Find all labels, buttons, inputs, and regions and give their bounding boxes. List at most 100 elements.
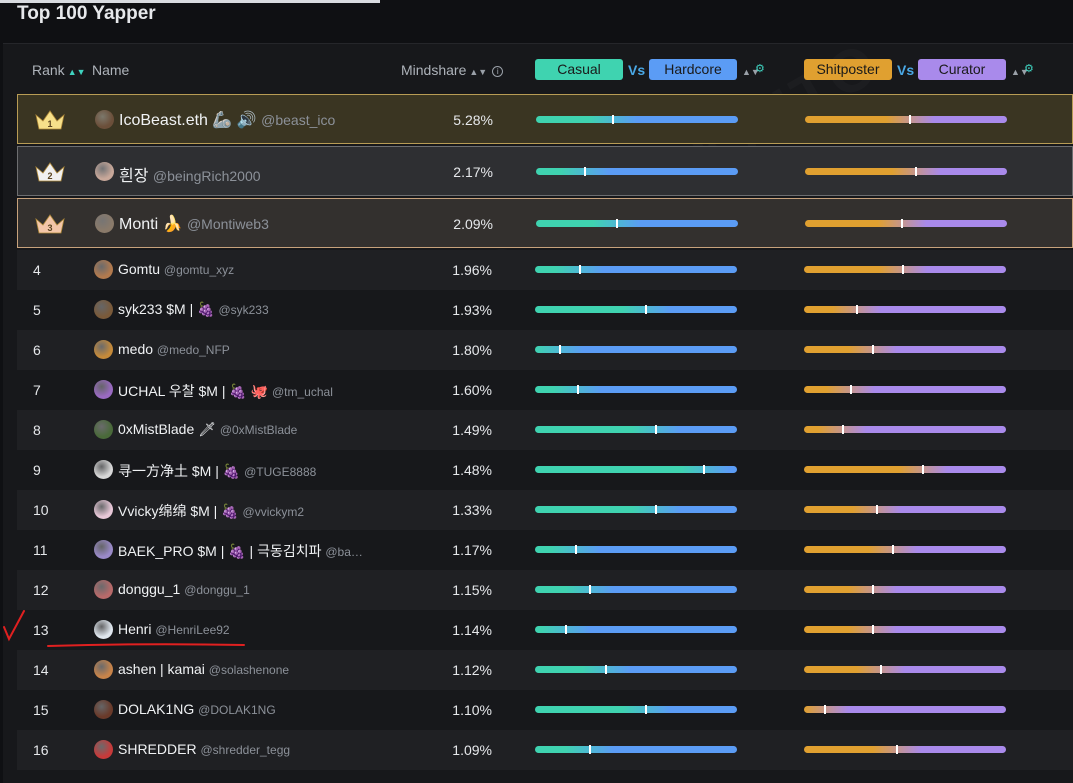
rank-number: 9 [33,462,41,478]
user-name[interactable]: Monti 🍌 @Montiweb3 [119,214,269,234]
rank-header[interactable]: Rank ▲▼ [32,62,86,78]
display-name[interactable]: SHREDDER [118,741,197,757]
avatar[interactable] [94,500,113,519]
user-name[interactable]: medo @medo_NFP [118,341,230,357]
gear-icon[interactable]: ⚙ [755,63,765,75]
bar-marker [703,465,705,474]
table-row[interactable]: 4 Gomtu @gomtu_xyz 1.96% [17,250,1073,290]
avatar[interactable] [94,740,113,759]
user-handle[interactable]: @medo_NFP [156,343,230,357]
user-name[interactable]: 흰장 @beingRich2000 [119,162,261,186]
display-name[interactable]: Henri [118,621,152,637]
avatar[interactable] [95,214,114,233]
user-name[interactable]: 寻一方净土 $M | 🍇 @TUGE8888 [118,461,316,481]
table-row[interactable]: 2 흰장 @beingRich2000 2.17% [17,146,1073,196]
bar-marker [612,115,614,124]
user-name[interactable]: UCHAL 우찰 $M | 🍇 🐙 @tm_uchal [118,381,333,401]
mindshare-header[interactable]: Mindshare ▲▼ i [401,62,504,78]
avatar[interactable] [94,660,113,679]
display-name[interactable]: medo [118,341,154,357]
sort-icon[interactable]: ▲▼ [469,67,488,77]
avatar[interactable] [94,340,113,359]
display-name[interactable]: ashen | kamai [118,661,205,677]
table-row[interactable]: 5 syk233 $M | 🍇 @syk233 1.93% [17,290,1073,330]
shitposter-curator-bar [804,545,1006,554]
user-handle[interactable]: @Montiweb3 [186,216,269,232]
display-name[interactable]: IcoBeast.eth 🦾 🔊 [119,112,257,129]
avatar[interactable] [94,580,113,599]
user-name[interactable]: 0xMistBlade 🗡 @0xMistBlade [118,421,297,438]
gear-icon[interactable]: ⚙ [1024,63,1034,75]
mindshare-value: 1.09% [452,742,492,758]
user-handle[interactable]: @TUGE8888 [244,465,317,479]
table-row[interactable]: 6 medo @medo_NFP 1.80% [17,330,1073,370]
avatar[interactable] [94,380,113,399]
shitposter-pill[interactable]: Shitposter [804,59,892,80]
user-handle[interactable]: @beingRich2000 [152,168,261,184]
display-name[interactable]: 寻一方净土 $M | 🍇 [118,463,241,479]
user-handle[interactable]: @syk233 [218,303,269,317]
table-row[interactable]: 16 SHREDDER @shredder_tegg 1.09% [17,730,1073,770]
avatar[interactable] [94,540,113,559]
user-handle[interactable]: @vvickym2 [242,505,305,519]
display-name[interactable]: Monti 🍌 [119,216,183,233]
table-row[interactable]: 15 DOLAK1NG @DOLAK1NG 1.10% [17,690,1073,730]
user-handle[interactable]: @beast_ico [261,112,336,128]
avatar[interactable] [94,620,113,639]
user-handle[interactable]: @HenriLee92 [155,623,230,637]
table-row[interactable]: 10 Vvicky绵绵 $M | 🍇 @vvickym2 1.33% [17,490,1073,530]
user-handle[interactable]: @DOLAK1NG [198,703,276,717]
display-name[interactable]: donggu_1 [118,581,181,597]
user-name[interactable]: BAEK_PRO $M | 🍇 | 극동김치파 @ba… [118,541,363,561]
avatar[interactable] [94,300,113,319]
sort-icon[interactable]: ▲▼ [67,67,86,77]
display-name[interactable]: Gomtu [118,261,161,277]
table-row[interactable]: 12 donggu_1 @donggu_1 1.15% [17,570,1073,610]
user-name[interactable]: Gomtu @gomtu_xyz [118,261,234,277]
table-row[interactable]: 11 BAEK_PRO $M | 🍇 | 극동김치파 @ba… 1.17% [17,530,1073,570]
user-handle[interactable]: @shredder_tegg [200,743,291,757]
avatar[interactable] [95,162,114,181]
avatar[interactable] [94,460,113,479]
table-row[interactable]: 1 IcoBeast.eth 🦾 🔊 @beast_ico 5.28% [17,94,1073,144]
avatar[interactable] [95,110,114,129]
table-row[interactable]: 7 UCHAL 우찰 $M | 🍇 🐙 @tm_uchal 1.60% [17,370,1073,410]
hardcore-pill[interactable]: Hardcore [649,59,737,80]
shitposter-curator-bar [804,705,1006,714]
user-handle[interactable]: @gomtu_xyz [163,263,235,277]
table-row[interactable]: 14 ashen | kamai @solashenone 1.12% [17,650,1073,690]
display-name[interactable]: 흰장 [119,168,149,185]
table-row[interactable]: 13 Henri @HenriLee92 1.14% [17,610,1073,650]
shitposter-curator-bar [805,115,1007,124]
display-name[interactable]: syk233 $M | 🍇 [118,301,215,317]
table-row[interactable]: 3 Monti 🍌 @Montiweb3 2.09% [17,198,1073,248]
user-name[interactable]: ashen | kamai @solashenone [118,661,289,677]
user-name[interactable]: Vvicky绵绵 $M | 🍇 @vvickym2 [118,501,304,521]
user-handle[interactable]: @0xMistBlade [219,423,298,437]
user-handle[interactable]: @tm_uchal [271,385,333,399]
user-name[interactable]: DOLAK1NG @DOLAK1NG [118,701,276,717]
sort-icon[interactable]: ▲▼ [742,67,760,77]
casual-pill[interactable]: Casual [535,59,623,80]
info-icon[interactable]: i [492,66,504,77]
curator-pill[interactable]: Curator [918,59,1006,80]
table-row[interactable]: 8 0xMistBlade 🗡 @0xMistBlade 1.49% [17,410,1073,450]
user-handle[interactable]: @donggu_1 [184,583,250,597]
user-handle[interactable]: @solashenone [208,663,290,677]
user-name[interactable]: IcoBeast.eth 🦾 🔊 @beast_ico [119,110,335,130]
avatar[interactable] [94,420,113,439]
sort-icon[interactable]: ▲▼ [1011,67,1029,77]
display-name[interactable]: Vvicky绵绵 $M | 🍇 [118,503,239,519]
table-row[interactable]: 9 寻一方净土 $M | 🍇 @TUGE8888 1.48% [17,450,1073,490]
user-name[interactable]: SHREDDER @shredder_tegg [118,741,290,757]
display-name[interactable]: BAEK_PRO $M | 🍇 | 극동김치파 [118,543,322,559]
user-name[interactable]: donggu_1 @donggu_1 [118,581,250,597]
user-handle[interactable]: @ba… [325,545,363,559]
display-name[interactable]: UCHAL 우찰 $M | 🍇 🐙 [118,383,269,399]
display-name[interactable]: DOLAK1NG [118,701,195,717]
avatar[interactable] [94,700,113,719]
display-name[interactable]: 0xMistBlade 🗡 [118,421,216,437]
avatar[interactable] [94,260,113,279]
user-name[interactable]: syk233 $M | 🍇 @syk233 [118,301,269,318]
user-name[interactable]: Henri @HenriLee92 [118,621,230,637]
